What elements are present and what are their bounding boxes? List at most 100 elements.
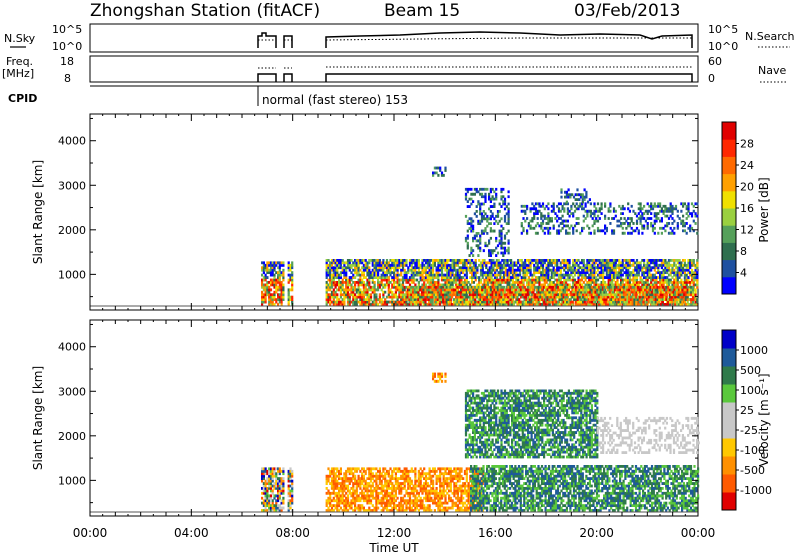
power-cell xyxy=(503,290,507,294)
power-cell xyxy=(405,298,408,301)
power-cell xyxy=(585,290,588,294)
power-cell xyxy=(612,229,616,233)
power-cell xyxy=(572,261,575,265)
power-cell xyxy=(673,271,676,274)
power-cell xyxy=(330,268,334,272)
power-cell xyxy=(327,278,330,282)
power-cell xyxy=(277,285,280,289)
nave-trace xyxy=(258,66,692,69)
power-cell xyxy=(524,273,527,277)
power-cell xyxy=(619,290,622,294)
power-cell xyxy=(511,278,514,282)
power-cell xyxy=(609,209,612,213)
power-cell xyxy=(477,219,480,223)
power-cell xyxy=(474,295,477,299)
power-cell xyxy=(547,276,550,279)
power-cell xyxy=(401,266,405,270)
power-cell xyxy=(291,261,294,265)
power-cell xyxy=(669,278,672,282)
power-cell xyxy=(456,271,459,274)
power-cell xyxy=(515,271,518,274)
power-cell xyxy=(557,276,561,279)
power-cell xyxy=(558,295,562,299)
power-cell xyxy=(522,217,525,220)
power-cell xyxy=(500,234,503,238)
power-cell xyxy=(368,278,371,282)
power-cell xyxy=(595,266,598,270)
power-cell xyxy=(609,222,612,225)
power-cell xyxy=(625,266,628,270)
power-cell xyxy=(494,276,497,279)
power-cell xyxy=(507,207,510,211)
power-cell xyxy=(336,303,339,306)
power-cell xyxy=(645,290,648,294)
power-cell xyxy=(564,293,567,297)
power-cell xyxy=(555,285,558,289)
power-cell xyxy=(539,298,542,301)
power-cell xyxy=(554,259,557,262)
power-cell xyxy=(291,266,294,270)
power-cell xyxy=(289,278,292,282)
power-cell xyxy=(558,290,562,294)
power-cell xyxy=(393,261,396,265)
power-cell xyxy=(631,300,634,304)
power-cell xyxy=(403,300,406,304)
power-cell xyxy=(405,281,408,284)
power-cell xyxy=(355,271,358,274)
power-cell xyxy=(343,293,346,297)
power-cell xyxy=(646,259,649,262)
power-cell xyxy=(602,266,605,270)
power-cell xyxy=(616,271,619,274)
power-cell xyxy=(599,285,602,289)
power-cell xyxy=(607,209,610,213)
power-cell xyxy=(636,288,640,292)
power-cell xyxy=(472,300,475,304)
power-cell xyxy=(643,261,646,265)
power-cell xyxy=(495,195,498,199)
power-cell xyxy=(513,263,516,267)
power-cell xyxy=(400,283,403,287)
power-cell xyxy=(661,288,664,292)
power-cell xyxy=(636,298,640,301)
power-cell xyxy=(262,283,265,287)
power-cell xyxy=(262,268,265,272)
power-cell xyxy=(582,219,585,223)
power-cell xyxy=(642,285,645,289)
power-cell xyxy=(427,295,431,299)
power-cell xyxy=(676,261,679,265)
power-cell xyxy=(389,271,392,274)
power-cell xyxy=(658,288,661,292)
power-cell xyxy=(442,303,445,306)
power-cell xyxy=(681,300,684,304)
power-cell xyxy=(524,290,527,294)
power-cell xyxy=(644,276,647,279)
power-cell xyxy=(560,293,563,297)
power-cell xyxy=(486,232,489,235)
power-cell xyxy=(451,285,454,289)
power-cell xyxy=(668,290,672,294)
power-cell xyxy=(564,295,567,299)
power-cell xyxy=(325,259,328,262)
power-cell xyxy=(660,303,663,306)
power-cell xyxy=(444,276,447,279)
power-cell xyxy=(586,224,589,228)
power-cell xyxy=(696,259,699,262)
power-cell xyxy=(563,263,566,267)
power-cell xyxy=(655,261,658,265)
power-cell xyxy=(640,298,643,301)
power-cell xyxy=(550,268,553,272)
power-cell xyxy=(568,283,571,287)
power-cell xyxy=(564,285,567,289)
power-cell xyxy=(674,290,677,294)
power-cell xyxy=(589,293,592,297)
power-cell xyxy=(550,261,553,265)
power-cell xyxy=(683,276,686,279)
power-cell xyxy=(536,271,539,274)
power-cell xyxy=(410,285,413,289)
power-cell xyxy=(361,271,364,274)
power-cell xyxy=(336,288,339,292)
power-cell xyxy=(341,283,344,287)
power-cell xyxy=(490,278,493,282)
power-cell xyxy=(538,204,541,208)
power-cell xyxy=(614,283,617,287)
